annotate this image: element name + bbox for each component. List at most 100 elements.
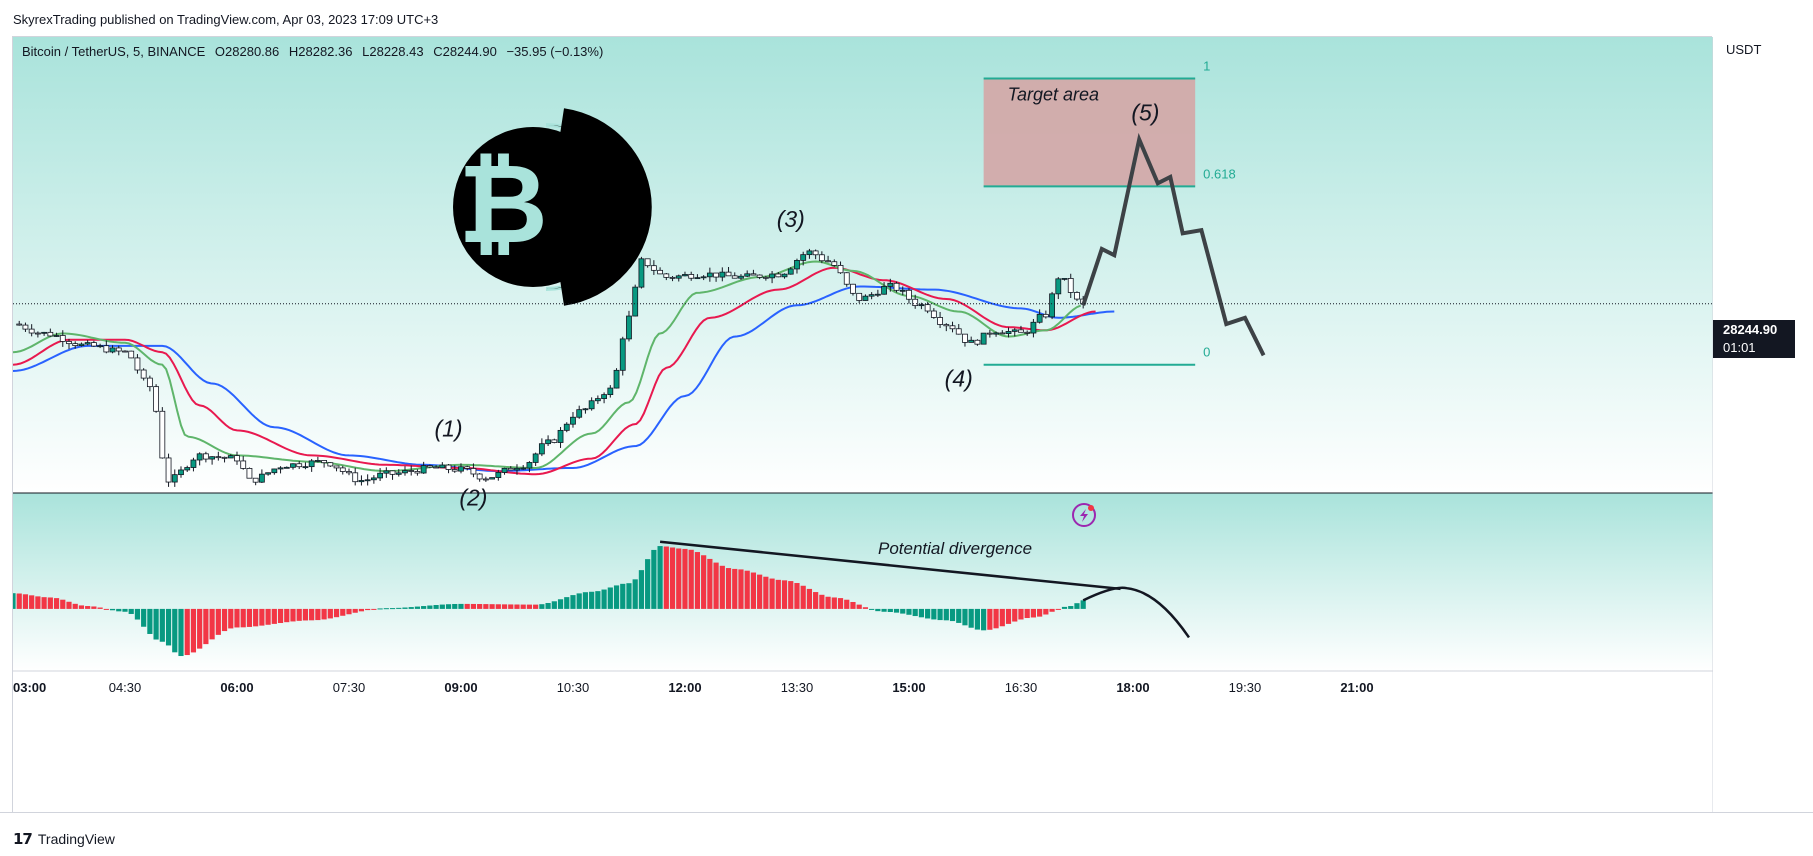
histogram-bar	[564, 597, 570, 609]
candle-body	[1042, 313, 1049, 318]
histogram-bar	[881, 608, 887, 612]
histogram-bar	[856, 604, 862, 609]
wave-label: (3)	[777, 206, 805, 232]
candle-body	[134, 357, 141, 371]
bar-countdown-badge: 01:01	[1713, 340, 1795, 358]
histogram-bar	[1018, 608, 1024, 620]
candle-body	[66, 341, 72, 345]
chart-canvas[interactable]: 29000.0028800.0028600.0028400.0028200.00…	[13, 37, 1713, 813]
histogram-bar	[956, 608, 962, 623]
histogram-bar	[333, 608, 340, 618]
histogram-bar	[837, 598, 844, 609]
candle-body	[28, 328, 35, 334]
histogram-bar	[13, 593, 16, 609]
candle-body	[370, 477, 377, 481]
candle-body	[850, 283, 856, 294]
candle-body	[962, 333, 968, 343]
candle-body	[837, 265, 844, 274]
histogram-bar	[937, 608, 943, 621]
candle-body	[980, 332, 987, 345]
histogram-bar	[663, 546, 669, 609]
candle-body	[103, 345, 110, 353]
candle-body	[464, 466, 471, 469]
histogram-bar	[943, 608, 949, 621]
candle-body	[109, 347, 116, 353]
histogram-bar	[862, 607, 869, 609]
histogram-bar	[701, 555, 707, 609]
candle-body	[719, 271, 726, 278]
candle-body	[1018, 329, 1024, 333]
histogram-bar	[750, 572, 757, 609]
histogram-bar	[190, 608, 197, 653]
candle-body	[769, 273, 775, 279]
histogram-bar	[545, 602, 551, 609]
candle-body	[246, 468, 253, 479]
histogram-bar	[893, 608, 900, 613]
symbol-info-legend[interactable]: Bitcoin / TetherUS, 5, BINANCE O28280.86…	[22, 44, 609, 59]
candle-body	[178, 469, 184, 476]
price-axis-currency[interactable]: USDT	[1726, 42, 1762, 57]
time-tick-label: 03:00	[13, 680, 46, 695]
candle-body	[78, 343, 85, 347]
histogram-bar	[1061, 606, 1068, 609]
symbol-name[interactable]: Bitcoin / TetherUS, 5, BINANCE	[22, 44, 206, 59]
candle-body	[1030, 321, 1037, 334]
histogram-bar	[788, 581, 794, 609]
histogram-bar	[725, 568, 732, 609]
histogram-bar	[209, 608, 215, 640]
indicator-lightning-icon[interactable]	[1072, 503, 1096, 527]
histogram-bar	[1049, 608, 1055, 612]
candle-body	[240, 460, 247, 469]
histogram-bar	[719, 565, 725, 609]
candle-body	[290, 463, 296, 468]
candle-body	[713, 272, 719, 278]
candle-body	[924, 304, 931, 312]
candle-body	[339, 467, 346, 472]
histogram-bar	[925, 608, 931, 619]
histogram-bar	[271, 608, 277, 624]
histogram-bar	[1024, 608, 1030, 619]
histogram-bar	[987, 608, 993, 630]
candle-body	[97, 345, 104, 348]
time-tick-label: 09:00	[444, 680, 477, 695]
candle-body	[563, 423, 570, 431]
candle-body	[526, 462, 533, 469]
histogram-bar	[999, 608, 1005, 627]
candle-body	[122, 350, 128, 353]
histogram-bar	[141, 608, 147, 627]
tradingview-logo-text: TradingView	[37, 831, 115, 847]
histogram-bar	[321, 608, 327, 620]
published-by-text: SkyrexTrading published on TradingView.c…	[13, 12, 439, 27]
candle-body	[221, 456, 228, 459]
histogram-bar	[421, 606, 427, 609]
histogram-bar	[246, 608, 253, 627]
candle-body	[507, 467, 514, 471]
histogram-bar	[651, 549, 657, 609]
candle-body	[1049, 293, 1055, 318]
candle-body	[153, 386, 160, 412]
candle-body	[818, 254, 825, 262]
candle-body	[725, 271, 732, 277]
candle-body	[831, 261, 838, 266]
chart-frame[interactable]: 29000.0028800.0028600.0028400.0028200.00…	[12, 36, 1713, 813]
publication-header: SkyrexTrading published on TradingView.c…	[0, 0, 1813, 36]
histogram-bar	[968, 608, 974, 628]
time-tick-label: 06:00	[220, 680, 253, 695]
histogram-bar	[340, 608, 346, 616]
histogram-bar	[433, 605, 439, 609]
tradingview-logo[interactable]: 17 TradingView	[13, 830, 115, 848]
candle-body	[458, 466, 464, 472]
candle-body	[694, 277, 701, 280]
candle-body	[358, 480, 365, 483]
candle-body	[72, 343, 79, 347]
candle-body	[812, 250, 819, 256]
histogram-bar	[657, 546, 663, 609]
candle-body	[993, 332, 999, 335]
candle-body	[22, 324, 29, 330]
candle-body	[657, 269, 663, 275]
candle-body	[140, 369, 147, 379]
histogram-bar	[763, 576, 769, 609]
histogram-bar	[134, 608, 141, 620]
histogram-bar	[47, 597, 53, 609]
histogram-bar	[626, 583, 632, 609]
